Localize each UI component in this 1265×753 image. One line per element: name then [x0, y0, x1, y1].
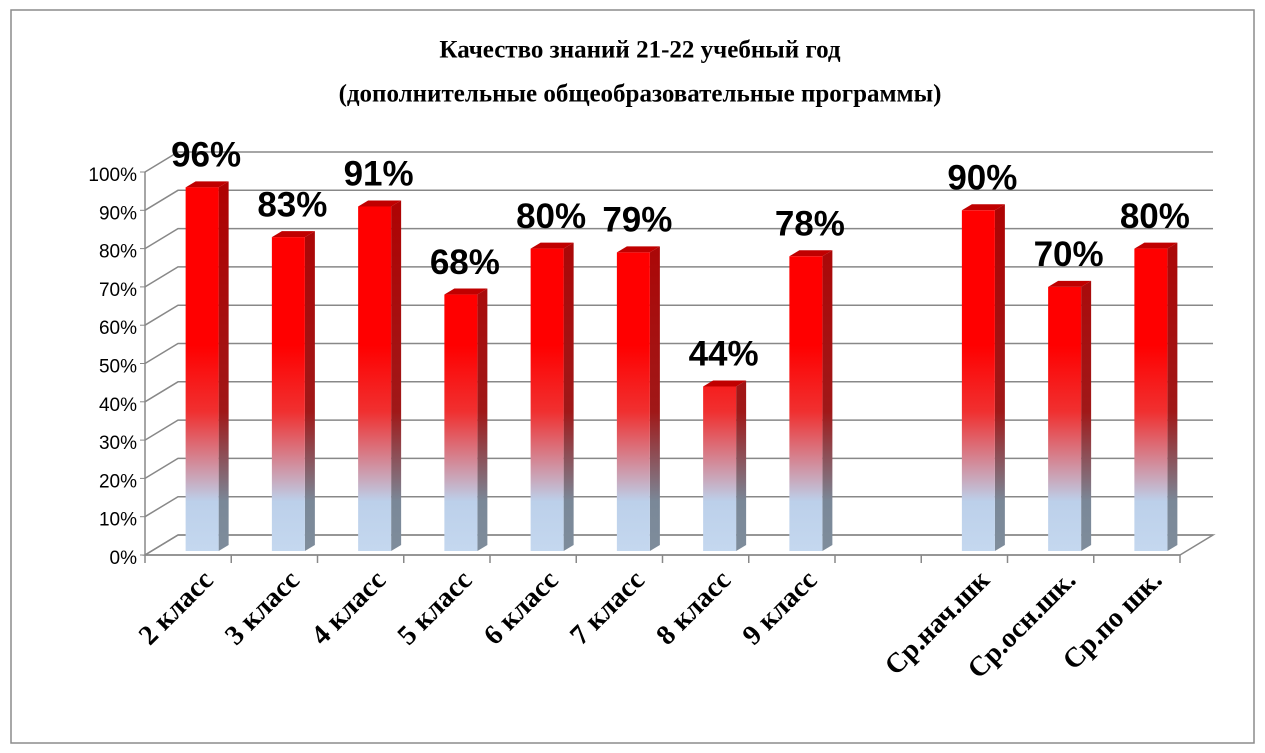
bar-top — [530, 242, 574, 249]
bar-top — [789, 250, 833, 257]
value-label: 44% — [689, 335, 759, 374]
bar — [789, 256, 823, 551]
bar-group — [358, 200, 402, 551]
bar — [271, 237, 305, 552]
grid-line — [144, 457, 1213, 480]
bar-top — [1134, 242, 1178, 249]
bar — [530, 248, 564, 551]
bar-group — [185, 181, 229, 551]
bar-side — [477, 288, 488, 551]
value-label: 96% — [171, 136, 241, 175]
grid-line — [144, 495, 1213, 518]
y-tick-label: 100% — [88, 165, 137, 186]
bar — [358, 206, 392, 551]
bar — [185, 187, 219, 551]
bar-top — [185, 181, 229, 188]
bar-group — [1134, 242, 1178, 551]
y-tick-label: 80% — [99, 242, 137, 263]
y-tick-label: 30% — [99, 433, 137, 454]
y-tick-label: 70% — [99, 280, 137, 301]
grid-line — [144, 227, 1213, 250]
y-tick-label: 10% — [99, 510, 137, 531]
grid-line — [144, 266, 1213, 288]
grid-line — [144, 189, 1213, 211]
bar-group — [271, 231, 315, 552]
value-label: 90% — [947, 159, 1017, 198]
value-label: 83% — [257, 185, 327, 224]
bar-side — [1081, 280, 1092, 551]
grid-line — [144, 304, 1213, 326]
y-tick-label: 60% — [99, 318, 137, 339]
y-tick-label: 50% — [99, 357, 137, 378]
bar-group — [616, 246, 660, 551]
grid-line — [144, 151, 1213, 173]
bar-side — [736, 380, 747, 551]
value-label: 78% — [775, 205, 845, 244]
bar-side — [563, 242, 574, 551]
bar — [616, 252, 650, 551]
y-tick-label: 0% — [110, 548, 138, 569]
bar — [703, 386, 737, 551]
grid-line — [144, 342, 1213, 365]
grid-line — [144, 534, 1213, 556]
bar — [1048, 286, 1082, 551]
bar-top — [703, 380, 747, 387]
grid-line — [144, 381, 1213, 403]
bar-top — [444, 288, 488, 295]
bar-top — [616, 246, 660, 253]
bar-top — [358, 200, 402, 207]
value-label: 80% — [516, 197, 586, 236]
bar-group — [961, 204, 1005, 552]
value-label: 80% — [1120, 197, 1190, 236]
value-label: 79% — [602, 201, 672, 240]
bar-group — [703, 380, 747, 551]
value-label: 91% — [344, 155, 414, 194]
bar-side — [218, 181, 229, 551]
chart-subtitle: (дополнительные общеобразовательные прог… — [339, 81, 942, 108]
bar-side — [649, 246, 660, 551]
bar-side — [994, 204, 1005, 552]
bar-top — [1048, 280, 1092, 287]
chart-title: Качество знаний 21-22 учебный год — [439, 37, 841, 64]
bar-group — [789, 250, 833, 551]
bar-top — [271, 231, 315, 238]
bar-group — [444, 288, 488, 551]
y-tick-label: 40% — [99, 395, 137, 416]
y-tick-label: 90% — [99, 203, 137, 224]
bar-top — [961, 204, 1005, 211]
bar — [444, 294, 478, 551]
bar-side — [391, 200, 402, 551]
bar-side — [1167, 242, 1178, 551]
bar-group — [530, 242, 574, 551]
bar-group — [1048, 280, 1092, 551]
value-label: 70% — [1034, 235, 1104, 274]
value-label: 68% — [430, 243, 500, 282]
bar — [1134, 248, 1168, 551]
bar-side — [304, 231, 315, 552]
grid-line — [144, 419, 1213, 441]
y-tick-label: 20% — [99, 471, 137, 492]
bar-side — [822, 250, 833, 551]
bar — [961, 210, 995, 552]
